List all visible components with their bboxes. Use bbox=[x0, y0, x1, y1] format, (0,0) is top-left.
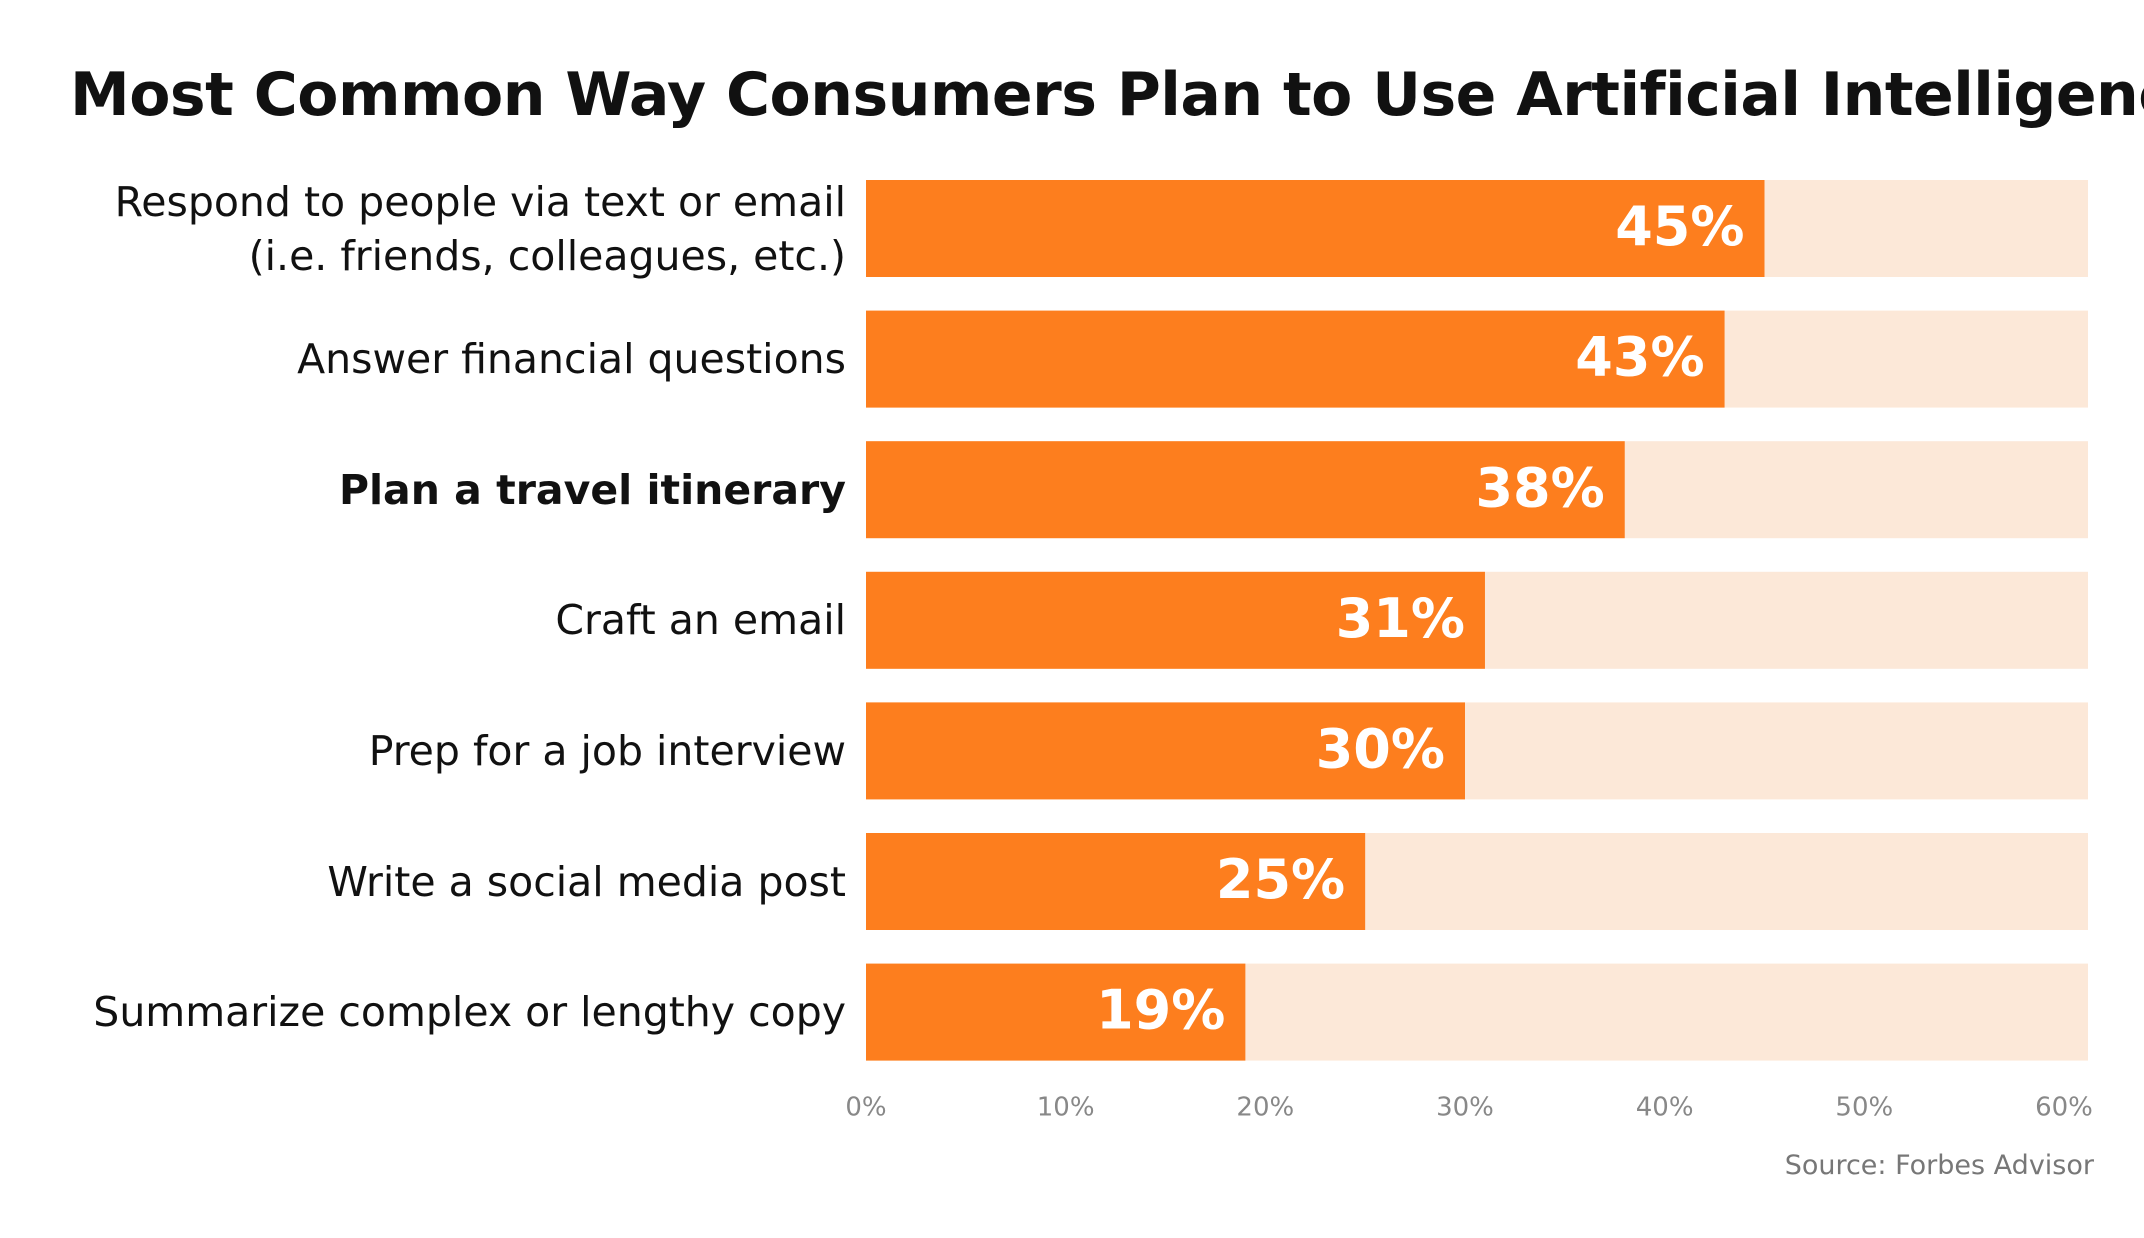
source-note: Source: Forbes Advisor bbox=[1784, 1150, 2094, 1181]
bar bbox=[866, 180, 1765, 277]
bar bbox=[866, 833, 1366, 930]
bar bbox=[866, 571, 1485, 669]
value-label: 19% bbox=[1096, 979, 1225, 1042]
bar bbox=[866, 310, 1725, 408]
x-tick-label: 60% bbox=[2035, 1093, 2093, 1123]
category-label: Plan a travel itinerary bbox=[338, 465, 846, 514]
x-tick-label: 20% bbox=[1236, 1093, 1294, 1123]
bar bbox=[866, 702, 1465, 800]
chart-title: Most Common Way Consumers Plan to Use Ar… bbox=[70, 60, 2144, 130]
value-label: 31% bbox=[1336, 587, 1465, 650]
x-tick-label: 0% bbox=[845, 1093, 886, 1123]
category-label: Respond to people via text or email (i.e… bbox=[114, 177, 846, 280]
value-label: 43% bbox=[1575, 326, 1704, 389]
category-label: Prep for a job interview bbox=[368, 726, 846, 775]
value-label: 45% bbox=[1615, 195, 1744, 258]
x-tick-label: 50% bbox=[1835, 1093, 1893, 1123]
category-label: Write a social media post bbox=[327, 857, 846, 906]
value-label: 25% bbox=[1216, 848, 1345, 911]
bar bbox=[866, 441, 1625, 539]
x-tick-label: 30% bbox=[1436, 1093, 1494, 1123]
value-label: 30% bbox=[1316, 718, 1445, 781]
x-tick-label: 40% bbox=[1636, 1093, 1694, 1123]
category-label: Summarize complex or lengthy copy bbox=[93, 988, 846, 1037]
category-label: Craft an email bbox=[555, 596, 846, 645]
x-tick-label: 10% bbox=[1037, 1093, 1095, 1123]
bar bbox=[866, 963, 1246, 1061]
value-label: 38% bbox=[1475, 456, 1604, 519]
category-label: Answer financial questions bbox=[297, 335, 846, 384]
